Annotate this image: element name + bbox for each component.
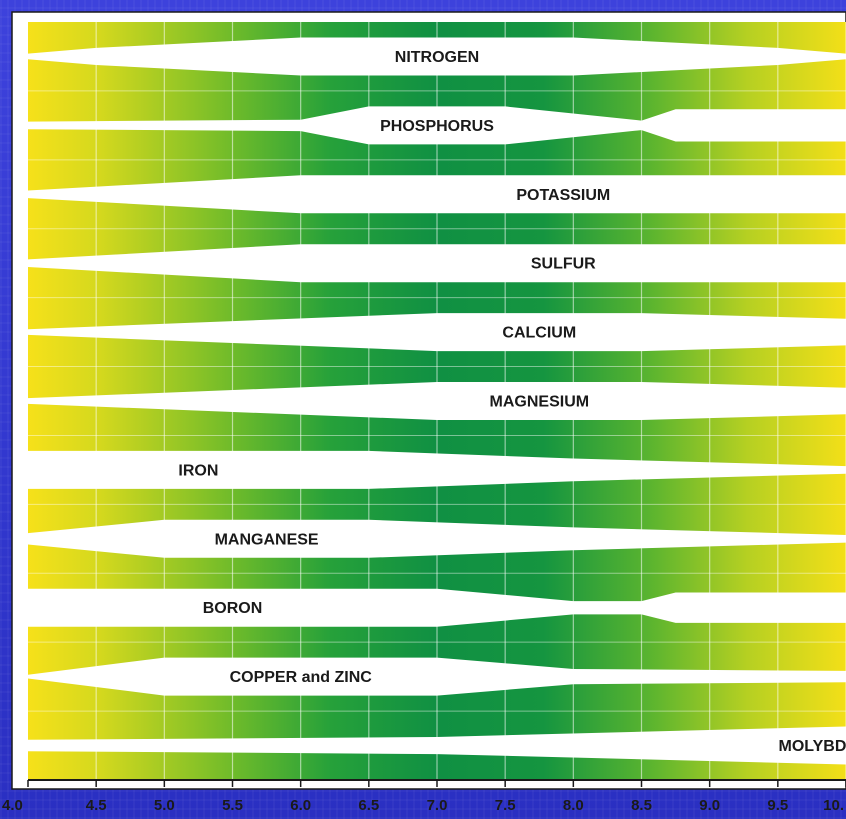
band-molybdenum [28, 726, 846, 765]
band-nitrogen [28, 37, 846, 76]
band-copper-and-zinc [28, 657, 846, 696]
band-label-iron: IRON [178, 462, 218, 479]
x-tick-label: 8.5 [631, 797, 652, 814]
x-tick-label: 7.0 [427, 797, 448, 814]
band-boron [28, 588, 846, 627]
x-tick-label: 5.5 [222, 797, 243, 814]
x-tick-label: 4.0 [2, 797, 23, 814]
band-label-calcium: CALCIUM [502, 325, 576, 342]
band-sulfur [28, 244, 846, 283]
band-label-boron: BORON [203, 600, 263, 617]
band-magnesium [28, 382, 846, 420]
x-tick-label: 5.0 [154, 797, 175, 814]
band-label-molybdenum: MOLYBDENUM [779, 738, 846, 755]
band-phosphorus [28, 106, 846, 145]
band-calcium [28, 313, 846, 352]
band-label-nitrogen: NITROGEN [395, 49, 479, 66]
x-axis-ticks: 4.0 4.5 5.0 5.5 6.0 6.5 7.0 7.5 8.0 8.5 9.0 9.5 10. [2, 780, 846, 814]
x-tick-label: 7.5 [495, 797, 516, 814]
x-tick-label: 4.5 [86, 797, 107, 814]
band-label-potassium: POTASSIUM [516, 187, 610, 204]
x-tick-label: 6.0 [290, 797, 311, 814]
band-label-manganese: MANGANESE [215, 531, 319, 548]
band-manganese [28, 519, 846, 558]
band-label-magnesium: MAGNESIUM [490, 394, 590, 411]
band-label-copper-and-zinc: COPPER and ZINC [230, 669, 373, 686]
x-tick-label: 9.0 [699, 797, 720, 814]
band-label-phosphorus: PHOSPHORUS [380, 118, 494, 135]
band-potassium [28, 175, 846, 214]
band-label-sulfur: SULFUR [531, 256, 596, 273]
x-tick-label: 6.5 [358, 797, 379, 814]
x-tick-label: 8.0 [563, 797, 584, 814]
nutrient-bands: NITROGEN PHOSPHORUS POTASSIUM SULFUR CALCIUM… [28, 37, 846, 765]
x-tick-label: 9.5 [767, 797, 788, 814]
x-tick-label: 10. [823, 797, 844, 814]
band-iron [28, 450, 846, 489]
